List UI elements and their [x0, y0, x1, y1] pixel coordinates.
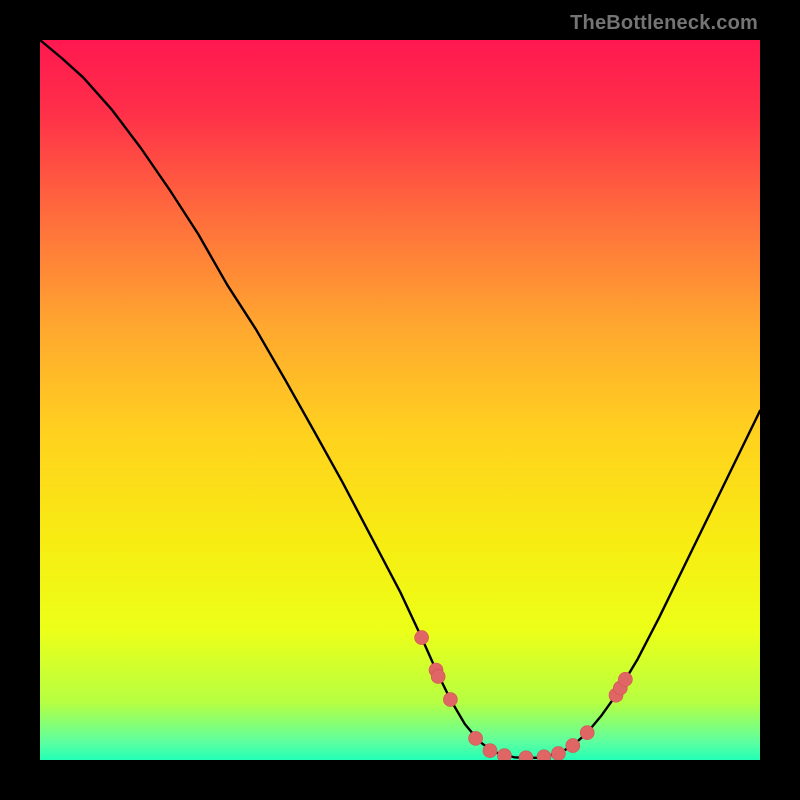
plot-area [40, 40, 760, 760]
bottleneck-curve [40, 40, 760, 758]
plot-svg [40, 40, 760, 760]
curve-marker [483, 744, 497, 758]
watermark-text: TheBottleneck.com [570, 12, 758, 35]
curve-marker [497, 749, 511, 760]
curve-marker [431, 669, 445, 683]
curve-marker [469, 731, 483, 745]
curve-marker [537, 750, 551, 760]
curve-marker [551, 747, 565, 760]
curve-marker [519, 751, 533, 760]
curve-marker [618, 672, 632, 686]
curve-marker [415, 631, 429, 645]
curve-marker [580, 726, 594, 740]
chart-frame: TheBottleneck.com [0, 0, 800, 800]
curve-marker [566, 739, 580, 753]
curve-marker [443, 693, 457, 707]
